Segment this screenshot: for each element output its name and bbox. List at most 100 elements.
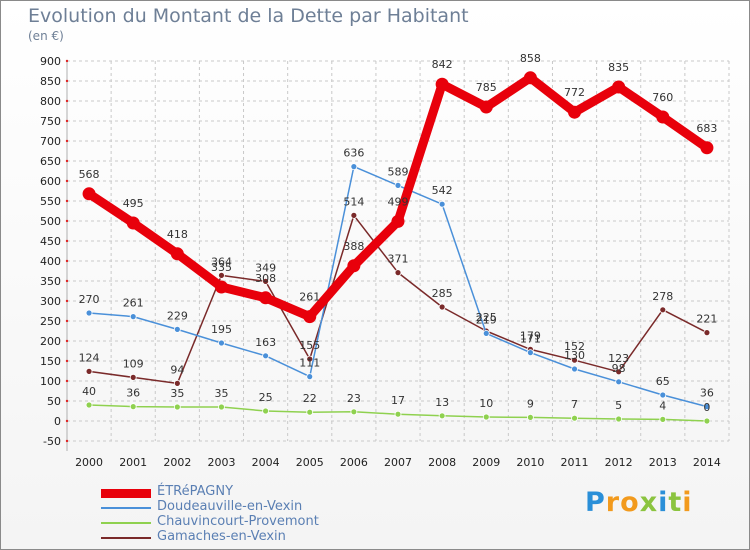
data-label-chauvincourt-provemont: 23 (347, 392, 361, 405)
data-point-tr-pagny (170, 247, 184, 261)
data-point-gamaches-en-vexin (438, 303, 446, 311)
data-label-tr-pagny: 499 (388, 195, 409, 208)
data-label-gamaches-en-vexin: 155 (299, 339, 320, 352)
legend-swatch (101, 537, 151, 539)
x-tick-label: 2010 (516, 456, 544, 469)
data-label-tr-pagny: 335 (211, 261, 232, 274)
data-point-gamaches-en-vexin (350, 211, 358, 219)
data-point-gamaches-en-vexin (703, 329, 711, 337)
y-axis-tick-mark (65, 99, 69, 103)
legend-label: ÉTRéPAGNY (157, 484, 234, 499)
data-label-doudeauville-en-vexin: 163 (255, 336, 276, 349)
y-tick-label: 250 (40, 315, 61, 328)
data-point-tr-pagny (303, 310, 317, 324)
data-point-tr-pagny (82, 187, 96, 201)
data-label-gamaches-en-vexin: 221 (696, 313, 717, 326)
data-point-tr-pagny (612, 80, 626, 94)
data-point-chauvincourt-provemont (659, 415, 667, 423)
data-point-doudeauville-en-vexin (350, 163, 358, 171)
data-point-chauvincourt-provemont (262, 407, 270, 415)
data-label-gamaches-en-vexin: 349 (255, 261, 276, 274)
data-label-chauvincourt-provemont: 10 (479, 397, 493, 410)
x-tick-label: 2001 (119, 456, 147, 469)
y-axis-tick-mark (65, 419, 69, 423)
y-axis-tick-mark (65, 119, 69, 123)
data-point-chauvincourt-provemont (438, 412, 446, 420)
x-tick-label: 2004 (252, 456, 280, 469)
x-tick-label: 2013 (649, 456, 677, 469)
data-label-chauvincourt-provemont: 5 (615, 399, 622, 412)
x-tick-label: 2006 (340, 456, 368, 469)
data-label-doudeauville-en-vexin: 229 (167, 309, 188, 322)
y-tick-label: -50 (43, 435, 61, 448)
data-label-doudeauville-en-vexin: 270 (79, 293, 100, 306)
data-label-gamaches-en-vexin: 225 (476, 311, 497, 324)
data-label-gamaches-en-vexin: 109 (123, 357, 144, 370)
data-point-gamaches-en-vexin (85, 367, 93, 375)
legend-label: Chauvincourt-Provemont (157, 514, 319, 529)
data-label-doudeauville-en-vexin: 261 (123, 297, 144, 310)
legend-label: Doudeauville-en-Vexin (157, 499, 303, 514)
y-axis-tick-mark (65, 299, 69, 303)
data-label-gamaches-en-vexin: 124 (79, 351, 100, 364)
data-label-chauvincourt-provemont: 25 (259, 391, 273, 404)
y-tick-label: 900 (40, 55, 61, 68)
y-tick-label: 300 (40, 295, 61, 308)
y-axis-tick-mark (65, 179, 69, 183)
x-tick-label: 2012 (605, 456, 633, 469)
x-tick-label: 2014 (693, 456, 721, 469)
data-label-chauvincourt-provemont: 17 (391, 394, 405, 407)
data-label-tr-pagny: 308 (255, 272, 276, 285)
data-label-gamaches-en-vexin: 94 (170, 363, 184, 376)
data-label-chauvincourt-provemont: 35 (214, 387, 228, 400)
data-label-chauvincourt-provemont: 40 (82, 385, 96, 398)
y-axis-tick-mark (65, 259, 69, 263)
data-label-tr-pagny: 760 (652, 91, 673, 104)
data-point-doudeauville-en-vexin (306, 373, 314, 381)
data-point-doudeauville-en-vexin (262, 352, 270, 360)
data-label-chauvincourt-provemont: 0 (703, 401, 710, 414)
data-point-chauvincourt-provemont (482, 413, 490, 421)
x-tick-label: 2005 (296, 456, 324, 469)
y-tick-label: 50 (47, 395, 61, 408)
data-point-gamaches-en-vexin (394, 269, 402, 277)
x-tick-label: 2000 (75, 456, 103, 469)
y-tick-label: 750 (40, 115, 61, 128)
data-point-doudeauville-en-vexin (173, 325, 181, 333)
y-axis-tick-mark (65, 399, 69, 403)
data-label-doudeauville-en-vexin: 195 (211, 323, 232, 336)
data-point-chauvincourt-provemont (350, 408, 358, 416)
data-point-tr-pagny (479, 100, 493, 114)
y-axis-tick-mark (65, 199, 69, 203)
data-point-chauvincourt-provemont (703, 417, 711, 425)
y-tick-label: 150 (40, 355, 61, 368)
data-point-chauvincourt-provemont (571, 414, 578, 422)
y-tick-label: 500 (40, 215, 61, 228)
data-label-chauvincourt-provemont: 13 (435, 396, 449, 409)
data-label-chauvincourt-provemont: 35 (170, 387, 184, 400)
data-point-tr-pagny (259, 291, 273, 305)
data-label-gamaches-en-vexin: 364 (211, 255, 232, 268)
data-point-doudeauville-en-vexin (659, 391, 667, 399)
data-point-doudeauville-en-vexin (129, 313, 137, 321)
logo-letter: o (620, 487, 640, 518)
logo-letter: P (585, 487, 606, 518)
data-label-gamaches-en-vexin: 278 (652, 290, 673, 303)
data-point-gamaches-en-vexin (571, 356, 578, 364)
logo-letter: r (605, 487, 621, 518)
series-layer (82, 71, 714, 425)
y-axis-tick-mark (65, 319, 69, 323)
legend-label: Gamaches-en-Vexin (157, 529, 286, 544)
logo-letter: t (668, 487, 683, 518)
x-tick-label: 2009 (472, 456, 500, 469)
data-label-tr-pagny: 785 (476, 81, 497, 94)
logo-letter: i (682, 487, 693, 518)
x-tick-label: 2007 (384, 456, 412, 469)
data-label-doudeauville-en-vexin: 98 (612, 362, 626, 375)
data-label-doudeauville-en-vexin: 171 (520, 333, 541, 346)
y-tick-label: 0 (54, 415, 61, 428)
y-axis-tick-mark (65, 379, 69, 383)
data-point-chauvincourt-provemont (394, 410, 402, 418)
data-label-gamaches-en-vexin: 152 (564, 340, 585, 353)
data-label-doudeauville-en-vexin: 219 (476, 313, 497, 326)
